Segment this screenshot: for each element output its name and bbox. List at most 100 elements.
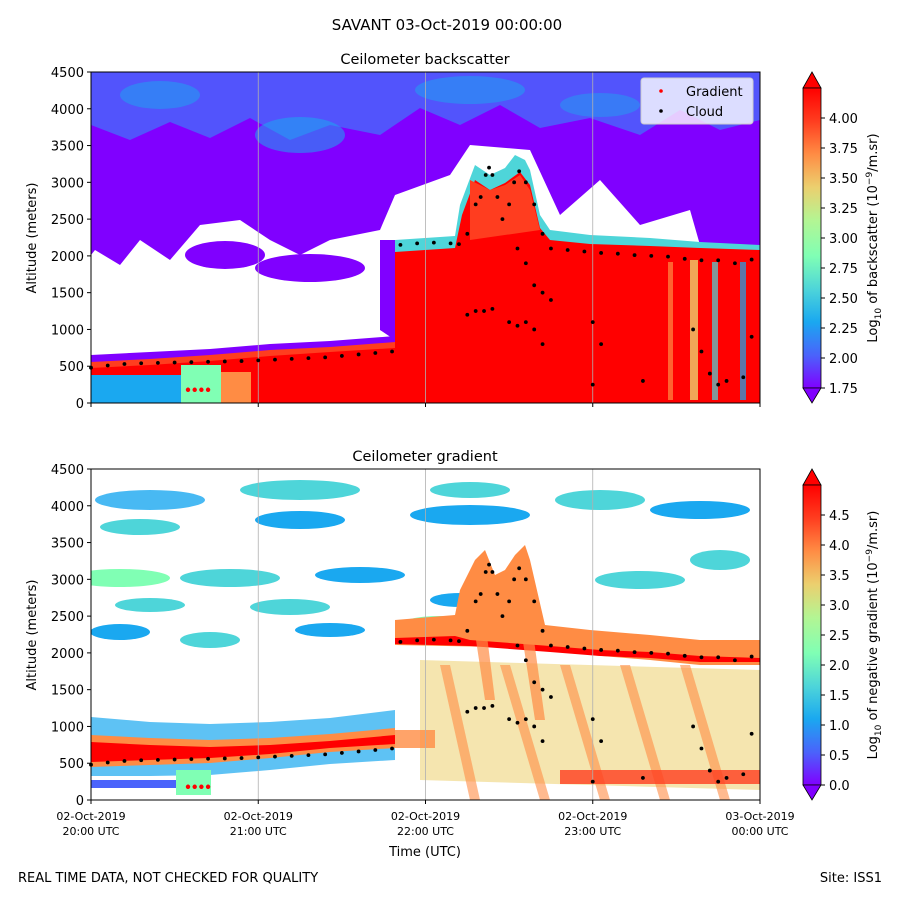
- cloud-point: [507, 717, 512, 721]
- backscatter-marks: [89, 165, 754, 392]
- colorbar-tick-label: 1.75: [829, 382, 858, 397]
- cloud-point: [105, 363, 110, 368]
- cloud-point: [716, 655, 721, 660]
- cloud-point: [156, 361, 160, 365]
- cloud-point: [540, 231, 545, 236]
- colorbar-tick-label: 1.0: [829, 719, 850, 734]
- cloud-point: [582, 646, 587, 651]
- cloud-point: [540, 687, 545, 692]
- cloud-point: [724, 776, 729, 780]
- cloud-point: [483, 173, 488, 177]
- cloud-point: [289, 356, 294, 361]
- y-tick-label: 1000: [51, 323, 84, 338]
- cloud-point: [691, 724, 695, 729]
- cloud-point: [206, 359, 210, 364]
- colorbar-tick-label: 2.0: [829, 659, 850, 674]
- cloud-point: [523, 717, 528, 721]
- cloud-point: [523, 180, 528, 185]
- colorbar-tick-label: 4.5: [829, 509, 850, 524]
- gradient-point: [192, 784, 197, 789]
- cloud-point: [565, 248, 570, 252]
- cloud-point: [565, 645, 570, 649]
- cloud-point: [500, 217, 505, 222]
- cloud-point: [256, 358, 261, 363]
- cloud-point: [707, 371, 712, 376]
- gradient-gridlines: [257, 469, 594, 800]
- cloud-point: [431, 240, 436, 245]
- colorbar-tick-label: 0.5: [829, 749, 850, 764]
- legend-marker-gradient: [659, 89, 663, 93]
- cloud-point: [716, 258, 721, 263]
- colorbar-tick-label: 3.25: [829, 202, 858, 217]
- cloud-point: [356, 352, 361, 357]
- gradient-colorbar-ticks: 0.0 0.5 1.0 1.5 2.0 2.5 3.0 3.5 4.0 4.5: [821, 509, 850, 794]
- gradient-point: [199, 387, 204, 392]
- cloud-point: [699, 349, 704, 354]
- cloud-point: [582, 249, 587, 254]
- cloud-point: [189, 360, 194, 365]
- cloud-point: [206, 756, 210, 761]
- legend: Gradient Cloud: [640, 77, 754, 125]
- cloud-point: [448, 638, 453, 643]
- cloud-point: [549, 246, 553, 251]
- gradient-point: [185, 784, 191, 789]
- cloud-point: [306, 356, 311, 361]
- colorbar-tick-label: 4.00: [829, 112, 858, 127]
- gradient-point: [205, 387, 211, 392]
- cloud-point: [599, 648, 604, 652]
- x-tick-label-date: 03-Oct-2019: [725, 810, 794, 823]
- cloud-point: [273, 754, 277, 759]
- legend-label-cloud: Cloud: [686, 105, 723, 120]
- cloud-point: [156, 758, 160, 762]
- colorbar-tick-label: 3.75: [829, 142, 858, 157]
- y-tick-label: 3000: [51, 176, 84, 191]
- cloud-point: [306, 753, 311, 758]
- cloud-point: [415, 241, 420, 246]
- cloud-point: [398, 242, 403, 247]
- y-tick-label: 3500: [51, 537, 84, 552]
- cloud-point: [549, 695, 553, 699]
- colorbar-tick-label: 3.00: [829, 232, 858, 247]
- cloud-point: [239, 359, 244, 363]
- cloud-point: [599, 251, 604, 255]
- cloud-point: [741, 772, 746, 777]
- gradient-x-ticks: 02-Oct-2019 20:00 UTC 02-Oct-2019 21:00 UTC…: [56, 800, 795, 838]
- cloud-point: [716, 382, 721, 387]
- cloud-point: [512, 180, 517, 185]
- x-tick-label-time: 21:00 UTC: [230, 825, 287, 838]
- cloud-point: [478, 195, 483, 199]
- cloud-point: [390, 349, 394, 354]
- cloud-point: [699, 258, 704, 263]
- cloud-point: [540, 342, 545, 347]
- backscatter-title: Ceilometer backscatter: [340, 52, 509, 68]
- cloud-point: [517, 169, 522, 174]
- cloud-point: [512, 577, 517, 582]
- cloud-point: [590, 779, 595, 784]
- colorbar-extend-top: [802, 71, 822, 89]
- colorbar-body: [802, 484, 822, 786]
- cloud-point: [373, 351, 378, 355]
- cloud-point: [649, 650, 654, 655]
- x-tick-label-time: 20:00 UTC: [62, 825, 119, 838]
- cloud-point: [699, 655, 704, 660]
- colorbar-tick-label: 2.50: [829, 292, 858, 307]
- cloud-point: [515, 323, 520, 328]
- cloud-point: [490, 173, 495, 177]
- cloud-point: [473, 309, 478, 313]
- cloud-point: [615, 251, 620, 256]
- cloud-point: [457, 639, 461, 644]
- cloud-point: [507, 202, 512, 207]
- cloud-point: [749, 731, 754, 736]
- cloud-point: [122, 759, 127, 763]
- cloud-point: [239, 756, 244, 760]
- cloud-point: [507, 599, 512, 604]
- cloud-point: [465, 709, 470, 714]
- cloud-point: [733, 261, 737, 266]
- y-tick-label: 3500: [51, 140, 84, 155]
- cloud-point: [273, 357, 277, 362]
- legend-marker-cloud: [659, 109, 663, 113]
- cloud-point: [490, 570, 495, 574]
- cloud-point: [749, 334, 754, 339]
- cloud-point: [682, 653, 687, 658]
